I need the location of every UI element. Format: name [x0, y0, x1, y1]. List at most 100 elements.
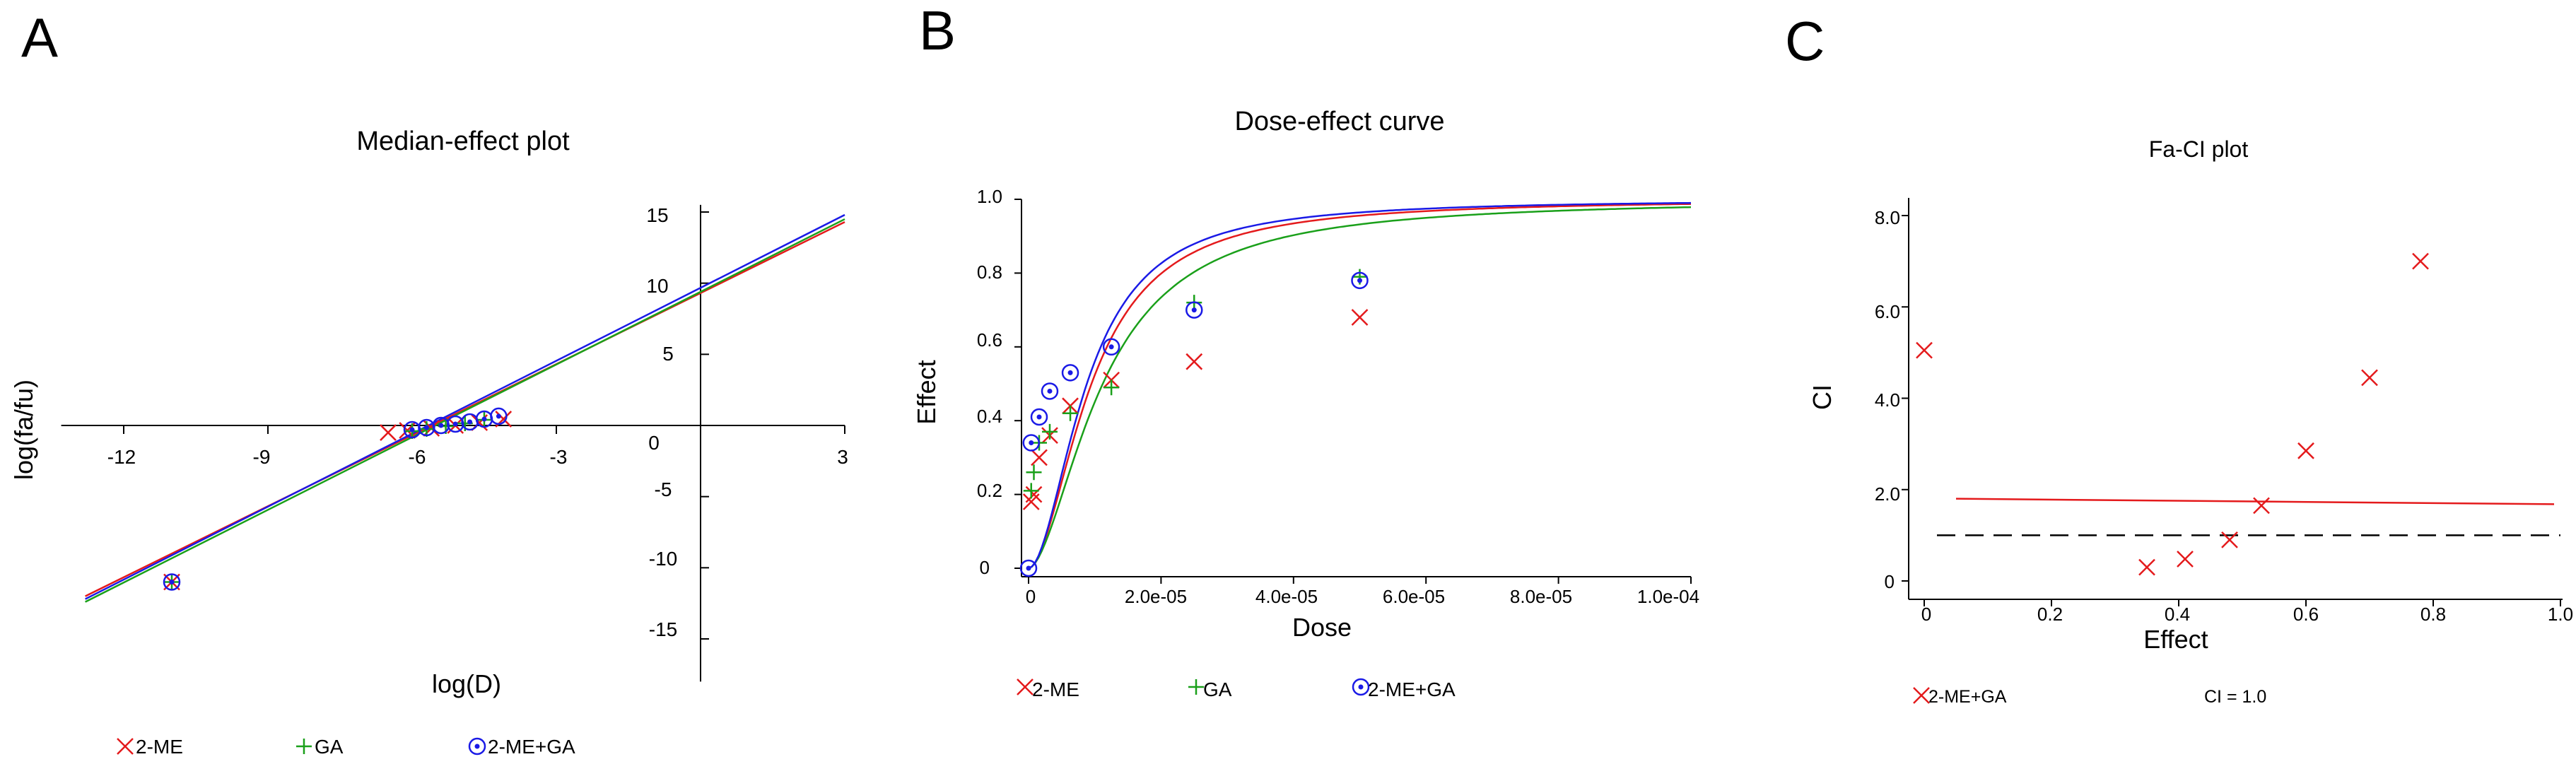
data-point [1025, 486, 1043, 503]
x-tick-label: 0.4 [2165, 604, 2190, 625]
data-point [163, 573, 181, 591]
series-line-2-me [85, 221, 845, 597]
legend-marker-2-me-ga-icon [1913, 687, 1930, 704]
panel-c-series [1916, 252, 2560, 576]
y-tick-label: 0.2 [977, 480, 1002, 501]
y-tick-label: 5 [662, 343, 674, 365]
x-tick-label: -3 [550, 446, 568, 468]
panel-a-title: Median-effect plot [356, 127, 570, 156]
legend-label: GA [315, 736, 344, 758]
y-tick-label: 0.6 [977, 329, 1002, 351]
series-line-ga [85, 218, 845, 603]
series-curve-ga [1028, 206, 1692, 570]
x-tick-label: 0 [1026, 586, 1036, 607]
y-tick-label: 0 [980, 557, 990, 578]
y-tick-label: 0 [1885, 571, 1895, 592]
y-tick-label: 6.0 [1875, 301, 1900, 322]
x-tick-label: -12 [107, 446, 136, 468]
data-point [1062, 405, 1079, 421]
data-point [2221, 531, 2238, 548]
data-point [2253, 497, 2270, 515]
data-point [432, 416, 450, 435]
panel-b: B Dose-effect curve 0 2.0e-05 4.0e-05 6.… [912, 0, 1699, 700]
panel-b-letter: B [919, 0, 956, 61]
data-point [1061, 364, 1079, 382]
data-point [2412, 252, 2429, 270]
data-point [380, 424, 397, 441]
legend-label: 2-ME [1032, 678, 1079, 700]
y-tick-label: 0.4 [977, 406, 1002, 427]
x-tick-label: 0 [648, 432, 660, 454]
panel-b-tick-labels: 0 2.0e-05 4.0e-05 6.0e-05 8.0e-05 1.0e-0… [977, 186, 1699, 607]
panel-c-legend: 2-ME+GA CI = 1.0 [1913, 687, 2266, 707]
x-tick-label: 4.0e-05 [1255, 586, 1318, 607]
y-tick-label: -10 [649, 548, 677, 570]
legend-label: 2-ME+GA [488, 736, 575, 758]
y-tick-label: 15 [646, 204, 668, 226]
panel-a-series [85, 213, 845, 603]
legend-marker-2-me-icon [117, 738, 134, 755]
legend-label: GA [1203, 678, 1232, 700]
panel-c-x-axis-label: Effect [2143, 625, 2208, 654]
panel-b-axes [1014, 199, 1692, 584]
legend-marker-2-me-ga-icon [468, 737, 486, 756]
legend-marker-2-me-icon [1017, 678, 1034, 695]
data-point [490, 407, 508, 425]
series-curve-2-me [1028, 203, 1692, 570]
legend-marker [117, 738, 134, 755]
panel-c: C Fa-CI plot 0 0.2 0.4 0.6 0.8 1.0 8.0 6… [1785, 10, 2573, 707]
legend-label: 2-ME [136, 736, 183, 758]
data-point [1185, 353, 1203, 370]
data-point [1102, 338, 1120, 356]
panel-a-tick-labels: -12 -9 -6 -3 0 3 15 10 5 -5 -10 -15 [107, 204, 848, 640]
data-point [1103, 380, 1120, 396]
panel-c-title: Fa-CI plot [2149, 136, 2249, 162]
x-tick-label: 1.0 [2548, 604, 2573, 625]
legend-marker-2-me-ga-icon [1352, 678, 1370, 696]
panel-a: A Median-effect plot -12 -9 -6 -3 0 3 15… [9, 6, 848, 758]
legend-marker [468, 737, 486, 756]
ci-fit-line [1955, 498, 2555, 505]
panel-c-letter: C [1785, 10, 1825, 72]
panel-a-axes [61, 204, 845, 682]
panel-a-legend: 2-ME GA 2-ME+GA [117, 736, 575, 758]
data-point [2138, 558, 2155, 576]
panel-b-y-axis-label: Effect [912, 360, 941, 424]
data-point [1041, 382, 1059, 400]
x-tick-label: -6 [409, 446, 426, 468]
data-point [1030, 408, 1048, 426]
data-point [2177, 551, 2194, 568]
legend-marker-ga-icon [296, 739, 312, 754]
x-tick-label: 3 [837, 446, 848, 468]
x-tick-label: 0.8 [2420, 604, 2446, 625]
y-tick-label: 2.0 [1875, 483, 1900, 505]
data-point [1041, 423, 1058, 440]
panel-c-axes [1902, 198, 2563, 606]
data-point [1019, 559, 1038, 577]
panel-a-x-axis-label: log(D) [432, 669, 501, 698]
data-point [1351, 309, 1369, 326]
legend-label: 2-ME+GA [1928, 687, 2007, 707]
y-tick-label: 4.0 [1875, 389, 1900, 411]
series-curve-2-me-ga [1028, 201, 1692, 570]
panel-c-y-axis-label: CI [1808, 384, 1837, 410]
legend-marker-ga-icon [1188, 679, 1204, 695]
legend-label: 2-ME+GA [1368, 678, 1456, 700]
panel-b-legend: 2-ME GA 2-ME+GA [1017, 678, 1456, 700]
data-point [1023, 483, 1039, 499]
panel-b-series [1019, 201, 1692, 577]
y-tick-label: 8.0 [1875, 207, 1900, 228]
data-point [2297, 442, 2314, 459]
legend-marker [1352, 678, 1370, 696]
y-tick-label: -15 [649, 618, 677, 640]
x-tick-label: 6.0e-05 [1383, 586, 1445, 607]
x-tick-label: 2.0e-05 [1125, 586, 1187, 607]
x-tick-label: 0.2 [2037, 604, 2063, 625]
data-point [1022, 434, 1040, 452]
legend-label-ci-reference: CI = 1.0 [2204, 687, 2266, 707]
legend-marker [296, 739, 312, 754]
x-tick-label: 0.6 [2293, 604, 2319, 625]
panel-c-tick-labels: 0 0.2 0.4 0.6 0.8 1.0 8.0 6.0 4.0 2.0 0 [1875, 207, 2573, 625]
data-point [1026, 464, 1042, 481]
